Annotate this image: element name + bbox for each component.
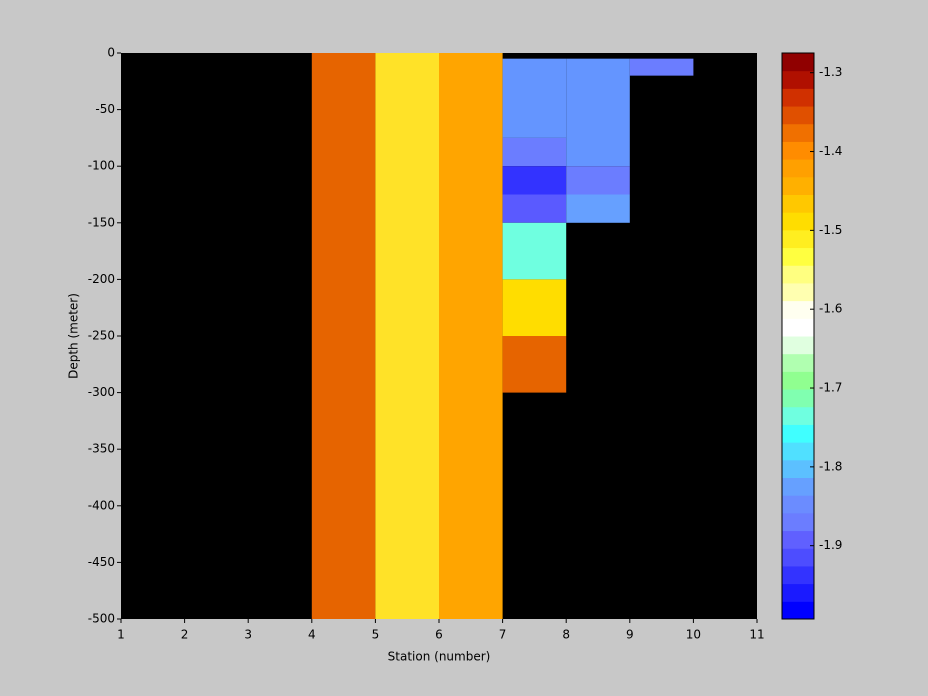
y-tick-label: -50: [95, 102, 115, 116]
colorbar-band: [782, 583, 814, 602]
colorbar-band: [782, 565, 814, 585]
colorbar-band: [782, 371, 814, 390]
colorbar-tick-label: -1.7: [819, 381, 842, 395]
heatmap-cell: [566, 58, 630, 167]
heatmap-cell: [502, 137, 567, 167]
heatmap-cell: [566, 194, 630, 223]
colorbar-band: [782, 265, 814, 284]
y-tick-label: -350: [88, 442, 115, 456]
x-tick-label: 3: [244, 628, 252, 642]
x-tick-label: 9: [626, 628, 634, 642]
colorbar-band: [782, 176, 814, 195]
y-tick-label: -300: [88, 385, 115, 399]
colorbar-band: [782, 123, 814, 142]
colorbar-band: [782, 548, 814, 567]
colorbar-band: [782, 212, 814, 231]
colorbar-band: [782, 495, 814, 514]
colorbar-band: [782, 282, 814, 302]
x-tick-label: 8: [562, 628, 570, 642]
x-tick-label: 10: [686, 628, 701, 642]
heatmap-cell: [375, 53, 439, 619]
heatmap-cell: [502, 222, 567, 280]
colorbar-band: [782, 300, 814, 319]
x-axis-label: Station (number): [388, 650, 491, 664]
colorbar-band: [782, 459, 814, 478]
heatmap-cell: [502, 58, 567, 138]
heatmap-cell: [502, 194, 567, 223]
colorbar-band: [782, 53, 814, 72]
colorbar-band: [782, 530, 814, 549]
colorbar-frame: [781, 52, 815, 620]
colorbar-tick-label: -1.6: [819, 302, 842, 316]
colorbar-band: [782, 601, 814, 620]
heatmap-cell: [502, 166, 567, 195]
y-tick-label: -200: [88, 272, 115, 286]
colorbar-band: [782, 106, 814, 125]
x-tick-label: 2: [181, 628, 189, 642]
colorbar-band: [782, 70, 814, 89]
colorbar-band: [782, 229, 814, 249]
colorbar-band: [782, 159, 814, 178]
y-tick-label: -250: [88, 329, 115, 343]
colorbar-band: [782, 442, 814, 461]
colorbar-band: [782, 141, 814, 160]
colorbar-band: [782, 353, 814, 372]
y-tick-label: 0: [107, 46, 115, 60]
colorbar-band: [782, 247, 814, 266]
x-tick-label: 1: [117, 628, 125, 642]
colorbar-band: [782, 406, 814, 425]
y-tick-label: -450: [88, 555, 115, 569]
y-tick-label: -100: [88, 159, 115, 173]
colorbar-band: [782, 389, 814, 408]
colorbar-band: [782, 336, 814, 355]
heatmap-cell: [502, 279, 567, 336]
colorbar-band: [782, 477, 814, 496]
heatmap-cell: [566, 166, 630, 195]
x-tick-label: 7: [499, 628, 507, 642]
heatmap-cell: [311, 53, 376, 619]
colorbar-tick-label: -1.9: [819, 538, 842, 552]
y-tick-label: -150: [88, 215, 115, 229]
x-tick-label: 5: [372, 628, 380, 642]
colorbar-tick-label: -1.8: [819, 459, 842, 473]
colorbar-band: [782, 512, 814, 532]
colorbar-tick-label: -1.5: [819, 223, 842, 237]
x-tick-label: 4: [308, 628, 316, 642]
colorbar-band: [782, 88, 814, 107]
colorbar-band: [782, 318, 814, 337]
heatmap-cell: [439, 53, 503, 619]
colorbar-band: [782, 424, 814, 443]
heatmap-cell: [502, 336, 567, 393]
y-tick-label: -400: [88, 498, 115, 512]
x-tick-label: 6: [435, 628, 443, 642]
y-axis-label: Depth (meter): [67, 293, 81, 379]
heatmap-cell: [629, 58, 694, 76]
colorbar-tick-label: -1.3: [819, 65, 842, 79]
y-tick-label: -500: [88, 612, 115, 626]
colorbar-tick-label: -1.4: [819, 144, 842, 158]
colorbar-band: [782, 194, 814, 213]
x-tick-label: 11: [749, 628, 764, 642]
